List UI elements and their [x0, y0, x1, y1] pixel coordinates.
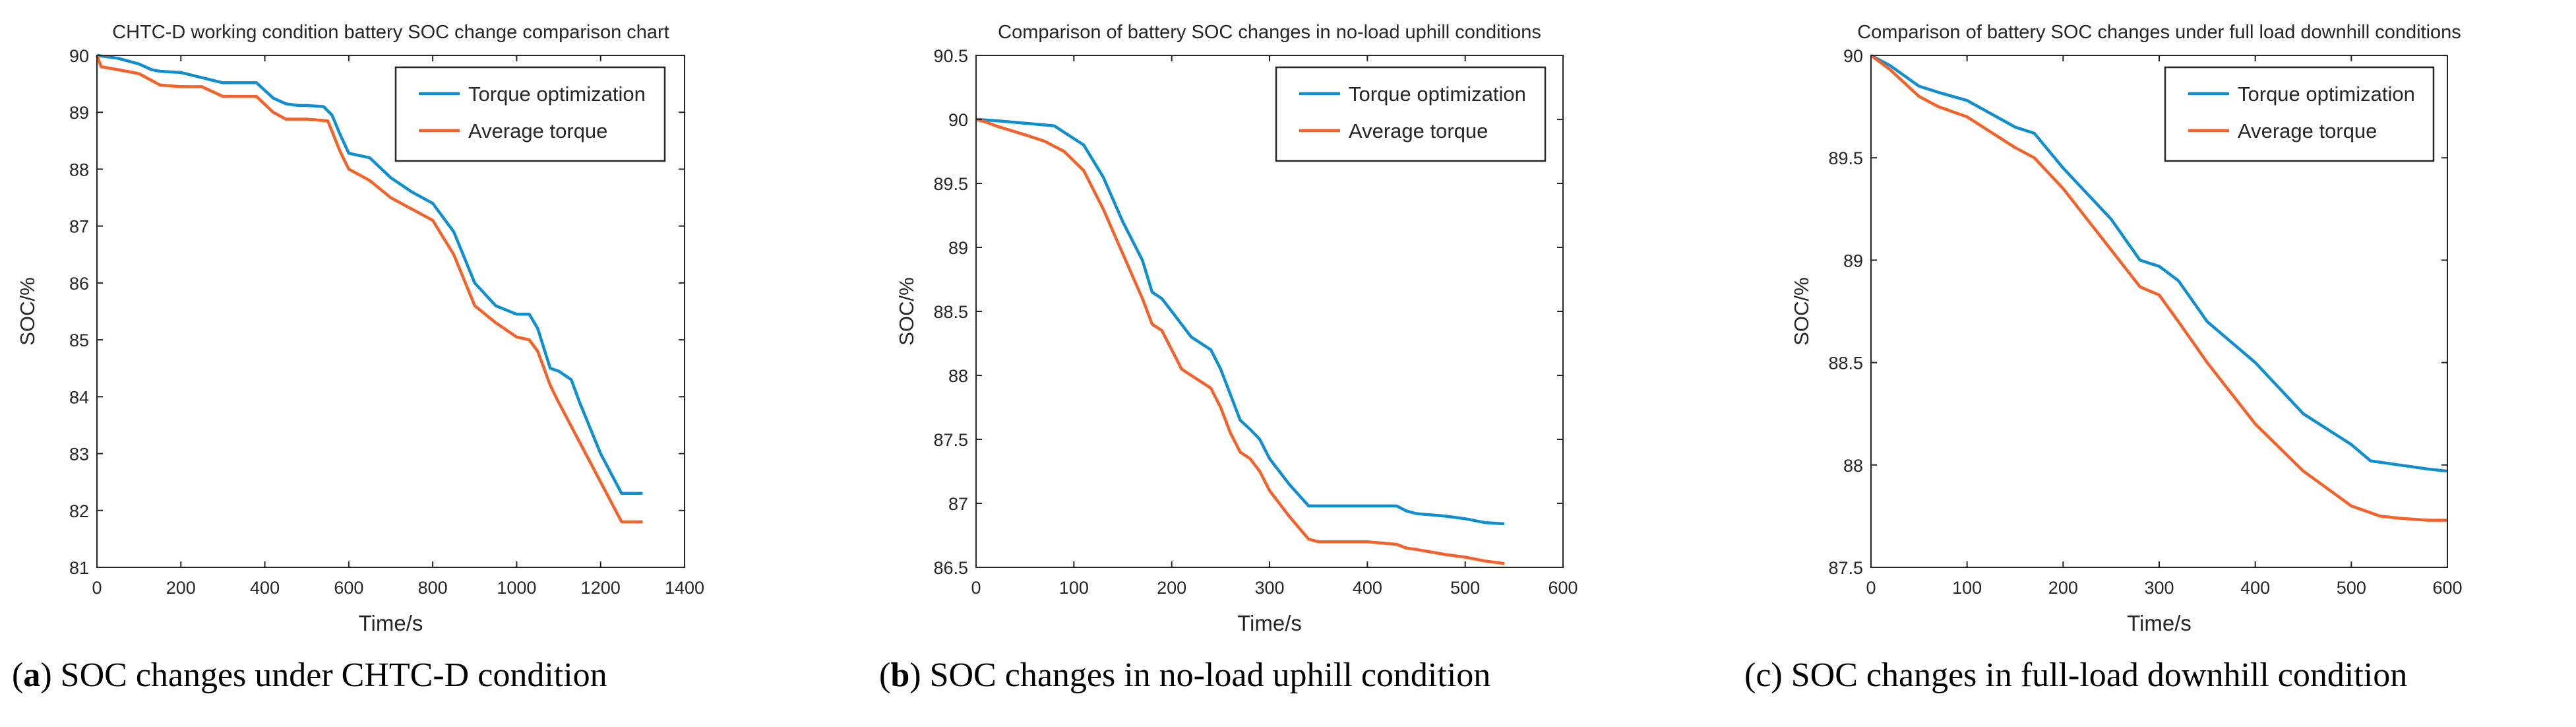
chart-title: Comparison of battery SOC changes under … — [1857, 22, 2461, 43]
legend-box — [2164, 66, 2435, 162]
y-tick-label: 84 — [69, 387, 89, 407]
x-axis-label: Time/s — [2127, 611, 2192, 635]
y-tick-label: 82 — [69, 501, 89, 521]
legend: Torque optimization Average torque — [1275, 66, 1547, 162]
x-axis-label: Time/s — [1237, 611, 1302, 635]
x-axis-label: Time/s — [359, 611, 423, 635]
series-line-torque-optimization — [96, 53, 643, 495]
legend-label: Average torque — [1349, 119, 1488, 142]
x-tick-label: 200 — [166, 578, 196, 598]
y-tick-label: 88 — [69, 160, 89, 179]
x-tick-label: 100 — [1952, 578, 1982, 598]
y-tick-label: 89 — [1843, 251, 1863, 270]
x-tick-label: 400 — [1353, 578, 1382, 598]
x-tick-label: 400 — [250, 578, 280, 598]
legend-label: Torque optimization — [1349, 82, 1526, 106]
x-tick-label: 400 — [2240, 578, 2270, 598]
caption-a: (a) SOC changes under CHTC-D condition — [12, 656, 607, 694]
x-tick-label: 600 — [2432, 578, 2462, 598]
y-tick-label: 88 — [1843, 456, 1863, 476]
y-tick-label: 86 — [69, 274, 89, 294]
plot-frame — [96, 55, 685, 568]
chart-1: CHTC-D working condition battery SOC cha… — [16, 22, 704, 635]
chart-2: Comparison of battery SOC changes in no-… — [895, 22, 1578, 635]
legend-label: Torque optimization — [468, 82, 646, 106]
caption-c-letter: c — [1756, 656, 1771, 694]
x-tick-label: 800 — [418, 578, 448, 598]
caption-a-letter: a — [23, 656, 41, 694]
y-axis-label: SOC/% — [895, 277, 918, 345]
legend-box — [1275, 66, 1547, 162]
series-line-average-torque — [975, 117, 1505, 565]
y-tick-label: 89.5 — [933, 174, 968, 194]
y-tick-label: 88.5 — [933, 302, 968, 322]
chart-title: Comparison of battery SOC changes in no-… — [998, 22, 1541, 43]
x-tick-label: 0 — [92, 578, 102, 598]
y-tick-label: 87.5 — [933, 430, 968, 450]
y-tick-label: 88 — [948, 366, 968, 386]
legend: Torque optimization Average torque — [2164, 66, 2435, 162]
caption-b: (b) SOC changes in no-load uphill condit… — [879, 656, 1491, 694]
x-tick-label: 0 — [1866, 578, 1876, 598]
legend-label: Average torque — [2238, 119, 2377, 142]
series-line-average-torque — [95, 55, 643, 524]
x-tick-label: 100 — [1059, 578, 1089, 598]
x-tick-label: 300 — [1254, 578, 1284, 598]
x-tick-label: 600 — [1548, 578, 1578, 598]
y-tick-label: 87.5 — [1828, 558, 1863, 578]
y-tick-label: 89 — [948, 238, 968, 258]
y-axis-label: SOC/% — [1790, 277, 1813, 345]
legend: Torque optimization Average torque — [394, 66, 666, 162]
x-tick-label: 0 — [971, 578, 981, 598]
x-tick-label: 1200 — [581, 578, 621, 598]
series-line-torque-optimization — [975, 117, 1505, 526]
caption-a-text: SOC changes under CHTC-D condition — [51, 656, 607, 694]
y-axis-label: SOC/% — [16, 277, 39, 345]
legend-box — [394, 66, 666, 162]
x-tick-label: 500 — [2337, 578, 2366, 598]
y-tick-label: 90 — [69, 46, 89, 66]
x-tick-label: 200 — [2048, 578, 2078, 598]
y-tick-label: 90 — [948, 110, 968, 130]
y-tick-label: 83 — [69, 445, 89, 464]
y-tick-label: 86.5 — [933, 558, 968, 578]
y-tick-label: 88.5 — [1828, 354, 1863, 373]
x-tick-label: 300 — [2144, 578, 2174, 598]
y-tick-label: 90.5 — [933, 46, 968, 66]
x-tick-label: 600 — [334, 578, 363, 598]
y-tick-label: 87 — [948, 494, 968, 514]
y-tick-label: 85 — [69, 331, 89, 350]
x-tick-label: 1000 — [497, 578, 536, 598]
chart-3: Comparison of battery SOC changes under … — [1790, 22, 2463, 635]
caption-b-text: SOC changes in no-load uphill condition — [921, 656, 1491, 694]
x-tick-label: 1400 — [665, 578, 704, 598]
legend-label: Torque optimization — [2238, 82, 2415, 106]
y-tick-label: 87 — [69, 217, 89, 237]
y-tick-label: 81 — [69, 558, 89, 578]
y-tick-label: 89.5 — [1828, 148, 1863, 168]
y-tick-label: 90 — [1843, 46, 1863, 66]
caption-b-letter: b — [890, 656, 910, 694]
x-tick-label: 200 — [1157, 578, 1186, 598]
chart-title: CHTC-D working condition battery SOC cha… — [112, 22, 669, 43]
caption-c: (c) SOC changes in full-load downhill co… — [1744, 656, 2408, 694]
series-line-torque-optimization — [1870, 54, 2448, 473]
x-tick-label: 500 — [1450, 578, 1480, 598]
caption-c-text: SOC changes in full-load downhill condit… — [1782, 656, 2408, 694]
series-line-average-torque — [1870, 54, 2447, 522]
y-tick-label: 89 — [69, 103, 89, 123]
legend-label: Average torque — [468, 119, 607, 142]
